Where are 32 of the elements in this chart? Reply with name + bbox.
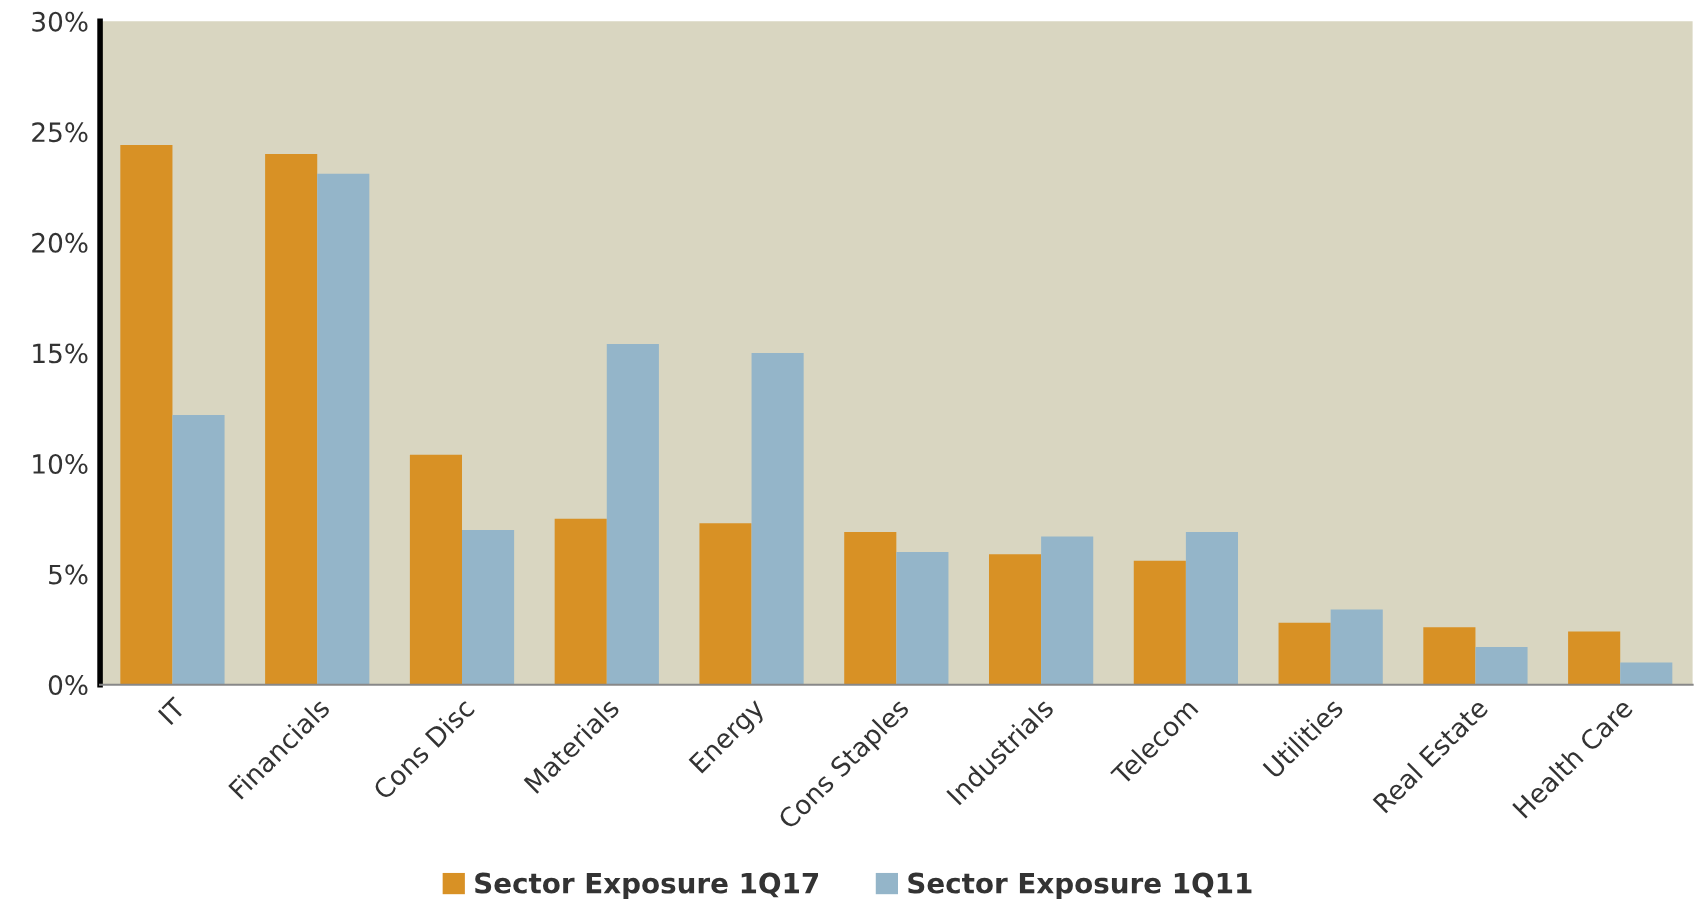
legend-label: Sector Exposure 1Q17 [475, 872, 819, 899]
bar [120, 145, 173, 685]
bar [751, 352, 804, 685]
y-tick-label: 5% [49, 564, 88, 585]
bar [1568, 631, 1621, 685]
y-tick-label: 20% [32, 232, 88, 253]
bar [554, 518, 607, 685]
bar [172, 414, 225, 685]
bar [988, 554, 1042, 685]
bar [1278, 622, 1331, 685]
y-tick-label: 10% [33, 453, 88, 474]
y-tick-label: 0% [48, 675, 88, 696]
y-tick-label: 25% [32, 122, 88, 143]
bar [1475, 647, 1528, 685]
bar [1133, 560, 1186, 685]
bar [265, 153, 318, 685]
bar [1185, 532, 1239, 685]
y-tick-label: 30% [32, 11, 88, 32]
bar [606, 344, 659, 685]
bar [1330, 609, 1383, 685]
bar [317, 173, 370, 685]
legend-label: Sector Exposure 1Q11 [908, 872, 1252, 899]
bar [409, 454, 463, 685]
bar [896, 552, 949, 685]
bar [1041, 536, 1094, 685]
bar [699, 523, 752, 685]
x-tick-label: IT [157, 696, 187, 726]
bar [1423, 627, 1476, 685]
bar [844, 532, 897, 685]
y-tick-label: 15% [33, 343, 88, 364]
bar [462, 529, 515, 685]
bar [1620, 662, 1673, 685]
